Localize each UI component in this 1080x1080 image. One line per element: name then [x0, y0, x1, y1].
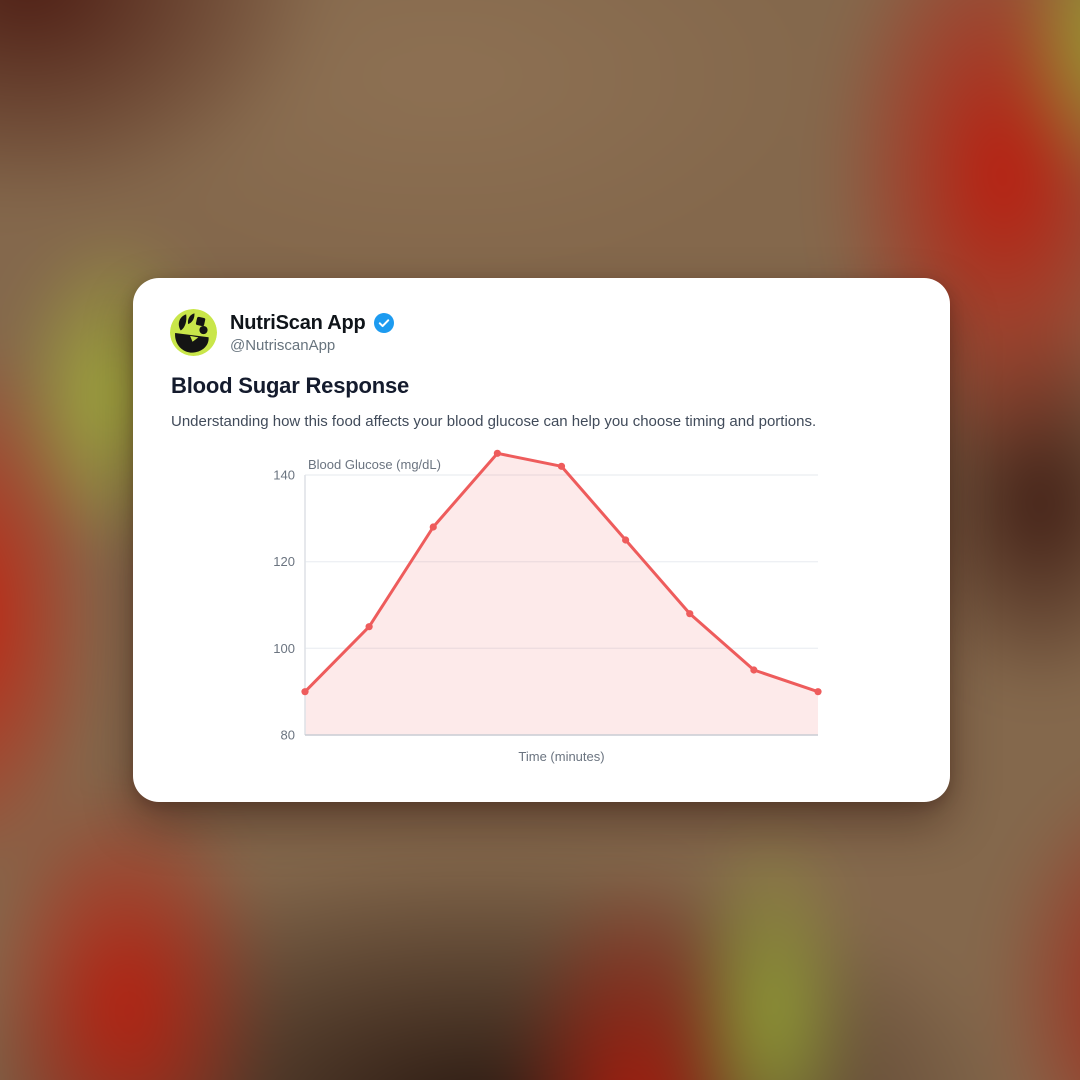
data-point	[622, 536, 630, 544]
y-tick-label: 100	[273, 641, 295, 656]
verified-badge-icon	[373, 312, 394, 333]
y-tick-label: 120	[273, 554, 295, 569]
name-row: NutriScan App	[230, 311, 394, 335]
data-point	[301, 688, 309, 696]
post-description: Understanding how this food affects your…	[171, 413, 817, 430]
data-point	[814, 688, 822, 696]
data-point	[493, 449, 501, 457]
blood-glucose-chart: 80 100 120 140 Blood Glucose (mg/dL) Time (mi…	[273, 449, 822, 764]
data-point	[429, 523, 437, 531]
account-handle[interactable]: @NutriscanApp	[230, 336, 336, 354]
y-tick-label: 80	[281, 728, 295, 743]
chart-title: Blood Glucose (mg/dL)	[308, 457, 441, 472]
data-point	[686, 610, 694, 618]
x-axis-title: Time (minutes)	[518, 749, 604, 764]
area-fill	[305, 453, 818, 735]
data-point	[365, 623, 373, 631]
post-header: NutriScan App @NutriscanApp	[170, 309, 394, 356]
post-title: Blood Sugar Response	[171, 373, 410, 398]
y-tick-label: 140	[273, 468, 295, 483]
data-point	[557, 462, 566, 470]
nutriscan-logo-avatar[interactable]	[170, 309, 217, 356]
nutriscan-post-card: NutriScan App @NutriscanApp Blood Sugar …	[133, 278, 950, 802]
account-name[interactable]: NutriScan App	[230, 311, 366, 334]
identity-block: NutriScan App @NutriscanApp	[230, 311, 394, 355]
data-point	[750, 666, 758, 674]
